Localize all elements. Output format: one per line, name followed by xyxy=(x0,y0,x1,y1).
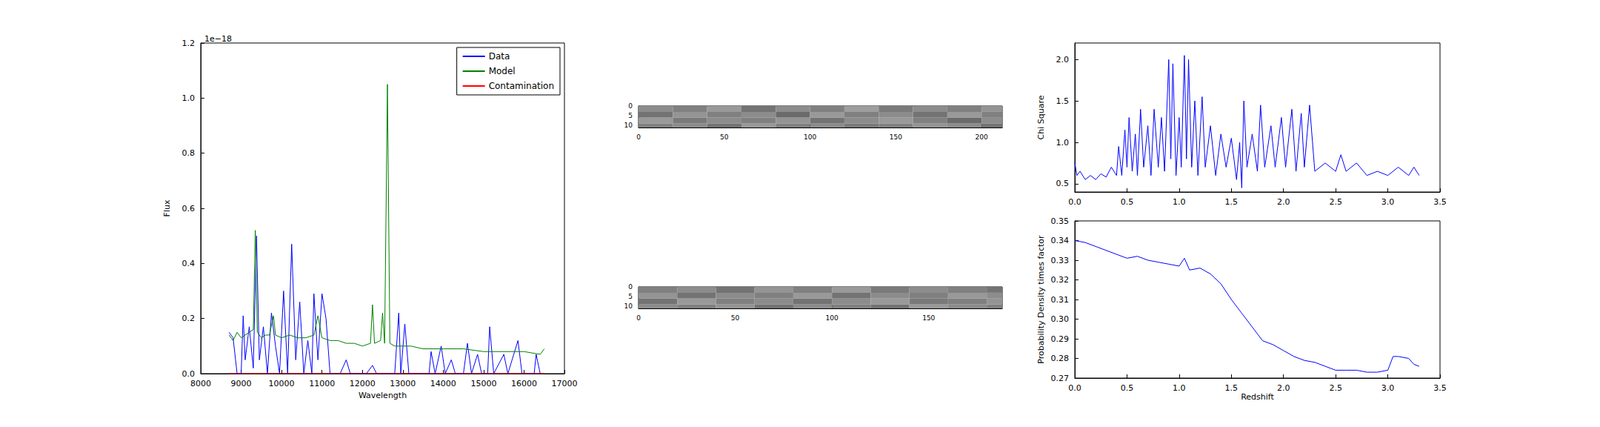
svg-text:14000: 14000 xyxy=(430,378,457,389)
svg-text:150: 150 xyxy=(922,314,935,322)
svg-text:8000: 8000 xyxy=(190,378,212,389)
svg-text:5: 5 xyxy=(628,111,633,120)
svg-text:9000: 9000 xyxy=(231,378,252,389)
svg-text:3.5: 3.5 xyxy=(1433,197,1447,207)
svg-text:50: 50 xyxy=(720,133,729,141)
svg-text:0.30: 0.30 xyxy=(1051,314,1070,324)
svg-text:0.5: 0.5 xyxy=(1056,178,1070,189)
svg-text:0.28: 0.28 xyxy=(1051,353,1070,363)
svg-text:0.0: 0.0 xyxy=(182,368,196,379)
svg-text:0.33: 0.33 xyxy=(1051,255,1070,266)
svg-text:0.29: 0.29 xyxy=(1051,334,1070,344)
svg-text:16000: 16000 xyxy=(511,378,538,389)
svg-text:10: 10 xyxy=(624,121,634,129)
svg-text:1.0: 1.0 xyxy=(1056,137,1070,148)
svg-text:1.5: 1.5 xyxy=(1056,96,1070,106)
svg-text:200: 200 xyxy=(975,133,989,141)
svg-text:10000: 10000 xyxy=(268,378,295,389)
svg-text:Probability Density times fact: Probability Density times factor xyxy=(1036,234,1046,364)
svg-text:0: 0 xyxy=(636,314,641,322)
svg-text:0.27: 0.27 xyxy=(1051,373,1070,383)
svg-text:1.0: 1.0 xyxy=(1172,382,1186,393)
svg-text:13000: 13000 xyxy=(389,378,416,389)
svg-text:1e−18: 1e−18 xyxy=(204,34,232,44)
svg-text:1.5: 1.5 xyxy=(1225,382,1239,393)
svg-text:1.5: 1.5 xyxy=(1225,197,1239,207)
svg-text:Redshift: Redshift xyxy=(1240,391,1275,402)
svg-text:Model: Model xyxy=(488,65,516,77)
svg-text:0.8: 0.8 xyxy=(182,148,196,158)
svg-text:5: 5 xyxy=(628,292,633,300)
svg-text:12000: 12000 xyxy=(349,378,376,389)
svg-text:3.5: 3.5 xyxy=(1433,382,1447,393)
svg-text:0.4: 0.4 xyxy=(182,258,196,269)
svg-text:3.0: 3.0 xyxy=(1381,382,1395,393)
svg-text:0: 0 xyxy=(636,133,641,141)
svg-text:2.0: 2.0 xyxy=(1277,197,1291,207)
svg-text:0.5: 0.5 xyxy=(1120,382,1135,393)
svg-text:3.0: 3.0 xyxy=(1381,197,1395,207)
svg-text:Wavelength: Wavelength xyxy=(358,390,407,400)
svg-text:Contamination: Contamination xyxy=(488,80,555,92)
svg-text:Flux: Flux xyxy=(162,199,172,217)
svg-text:Data: Data xyxy=(488,51,511,62)
svg-text:50: 50 xyxy=(731,314,740,322)
svg-text:0.34: 0.34 xyxy=(1051,235,1070,246)
svg-text:2.5: 2.5 xyxy=(1328,197,1343,207)
svg-text:0.6: 0.6 xyxy=(182,203,196,214)
svg-text:100: 100 xyxy=(803,133,817,141)
svg-text:11000: 11000 xyxy=(308,378,335,389)
svg-text:1.0: 1.0 xyxy=(182,93,196,103)
svg-text:2.0: 2.0 xyxy=(1277,382,1291,393)
svg-text:0.35: 0.35 xyxy=(1051,216,1070,226)
svg-text:0: 0 xyxy=(628,282,633,291)
svg-text:0.32: 0.32 xyxy=(1051,274,1070,285)
svg-text:1.2: 1.2 xyxy=(182,38,196,49)
svg-text:2.5: 2.5 xyxy=(1328,382,1343,393)
svg-text:0.5: 0.5 xyxy=(1120,197,1135,207)
svg-text:0.2: 0.2 xyxy=(182,313,196,323)
svg-text:15000: 15000 xyxy=(470,378,497,389)
svg-text:2.0: 2.0 xyxy=(1056,54,1070,65)
svg-text:0.0: 0.0 xyxy=(1068,382,1082,393)
svg-text:1.0: 1.0 xyxy=(1172,197,1186,207)
svg-text:10: 10 xyxy=(624,302,634,310)
svg-text:Chi Square: Chi Square xyxy=(1036,94,1046,140)
svg-text:0.31: 0.31 xyxy=(1051,294,1070,305)
svg-text:0.0: 0.0 xyxy=(1068,197,1082,207)
svg-text:17000: 17000 xyxy=(551,378,578,389)
svg-text:0: 0 xyxy=(628,102,633,110)
svg-text:100: 100 xyxy=(825,314,839,322)
svg-text:150: 150 xyxy=(889,133,903,141)
